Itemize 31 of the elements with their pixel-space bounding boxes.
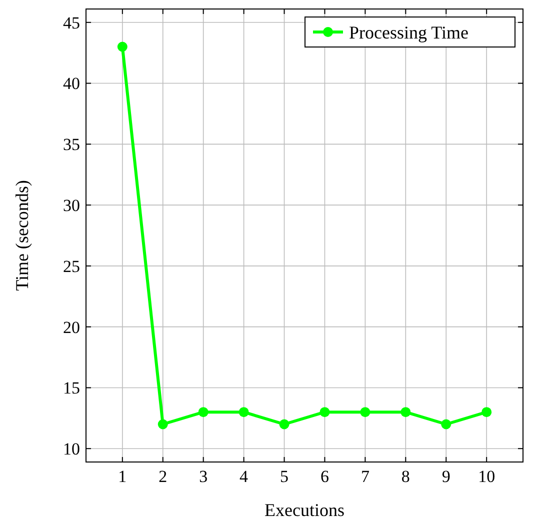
y-axis-title: Time (seconds) [12,180,32,291]
x-tick-label: 8 [401,467,410,486]
point [400,407,411,418]
point [198,407,208,418]
y-tick-label: 20 [63,318,80,337]
x-tick-label: 6 [320,467,329,486]
x-tick-label: 7 [360,467,370,486]
point [360,407,370,418]
x-tick-label: 1 [118,467,127,486]
y-tick-label: 35 [63,135,80,154]
point [238,407,249,418]
y-tick-label: 10 [63,440,80,459]
y-tick-label: 15 [63,378,80,398]
x-tick-label: 2 [158,467,168,486]
point [320,407,330,418]
x-tick-label: 4 [240,467,249,486]
y-tick-label: 30 [63,196,80,216]
point [117,42,128,52]
x-tick-label: 5 [280,467,289,486]
y-tick-label: 40 [63,74,80,94]
y-tick-label: 45 [63,13,80,32]
legend-label: Processing Time [349,22,469,42]
point [279,419,290,430]
x-tick-label: 3 [199,467,208,486]
x-tick-label: 10 [478,467,496,486]
x-axis-title: Executions [264,500,344,520]
x-tick-label: 9 [442,467,450,486]
point [158,419,168,430]
y-tick-label: 25 [63,256,80,276]
point [482,407,492,418]
point [441,419,452,430]
